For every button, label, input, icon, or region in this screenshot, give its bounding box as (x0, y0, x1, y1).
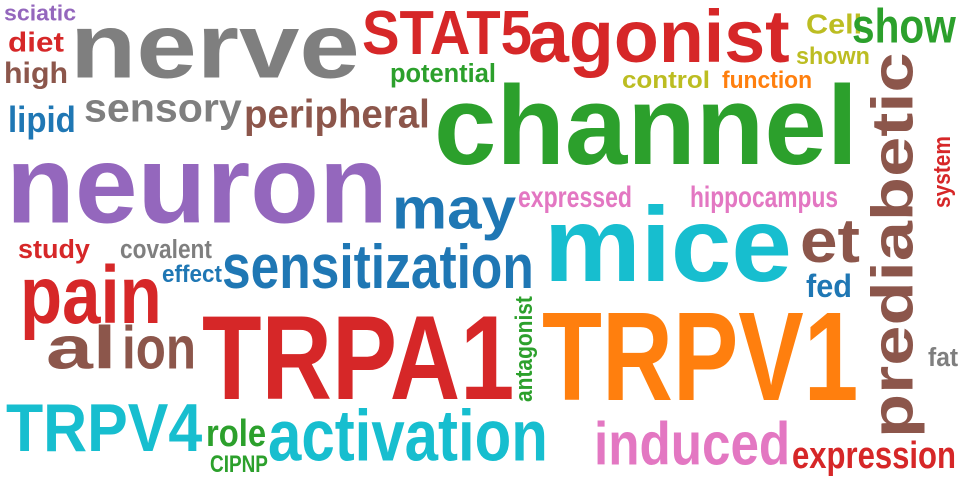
word-sciatic: sciatic (4, 0, 77, 26)
word-antagonist: antagonist (510, 296, 538, 402)
word-mice: mice (544, 185, 792, 305)
word-channel: channel (434, 63, 858, 189)
word-nerve: nerve (70, 0, 360, 98)
word-expressed: expressed (518, 180, 632, 214)
word-agonist: agonist (528, 0, 790, 79)
word-diet: diet (8, 26, 64, 58)
word-study: study (18, 234, 90, 264)
word-may: may (392, 176, 517, 242)
word-activation: activation (268, 395, 548, 477)
word-expression: expression (792, 433, 957, 477)
word-sensitization: sensitization (222, 232, 534, 302)
word-pain: pain (20, 249, 162, 341)
word-sensory: sensory (84, 85, 242, 131)
word-cell: Cell (806, 8, 863, 40)
word-control: control (622, 66, 710, 94)
word-ion: ion (122, 314, 196, 382)
word-effect: effect (162, 260, 222, 288)
word-role: role (206, 411, 267, 455)
word-induced: induced (594, 410, 791, 478)
word-prediabetic: prediabetic (860, 52, 926, 438)
word-lipid: lipid (8, 99, 76, 141)
word-stat5: STAT5 (362, 0, 532, 68)
word-peripheral: peripheral (244, 91, 430, 137)
word-fed: fed (806, 268, 852, 304)
word-al: al (46, 314, 117, 382)
word-trpv1: TRPV1 (542, 286, 859, 428)
word-function: function (722, 66, 813, 94)
word-covalent: covalent (120, 234, 212, 264)
word-hippocampus: hippocampus (690, 180, 839, 214)
word-potential: potential (390, 58, 496, 88)
word-shown: shown (796, 42, 870, 70)
word-high: high (4, 56, 69, 90)
word-system: system (928, 136, 956, 208)
word-trpv4: TRPV4 (6, 389, 203, 467)
word-show: show (852, 0, 956, 53)
word-trpa1: TRPA1 (202, 290, 515, 426)
word-neuron: neuron (6, 123, 388, 247)
word-cipnp: CIPNP (210, 450, 268, 478)
word-fat: fat (928, 342, 959, 372)
word-et: et (800, 206, 860, 276)
